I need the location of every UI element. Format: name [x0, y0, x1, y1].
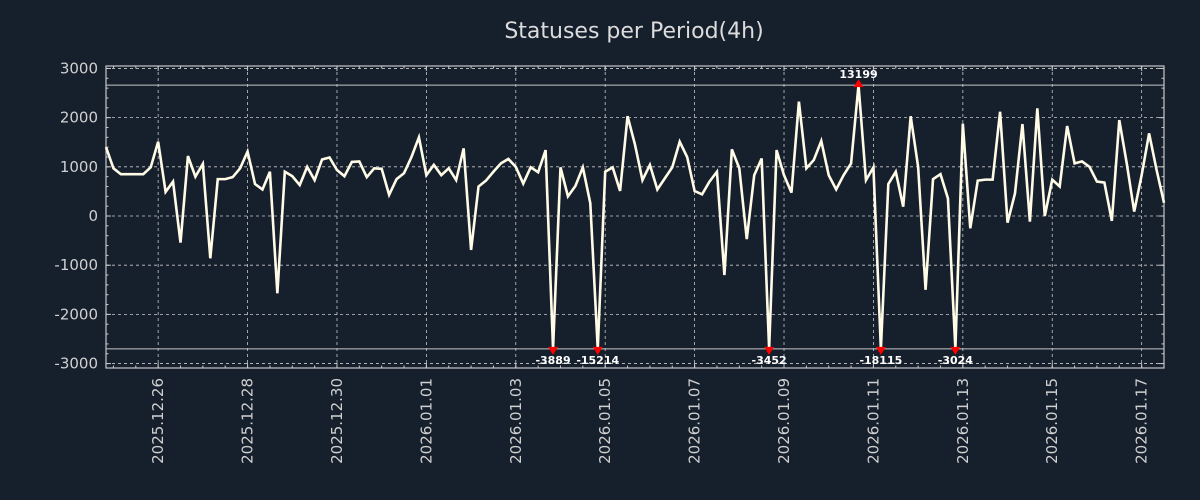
y-tick-label: 3000	[60, 59, 98, 77]
x-tick-label: 2026.01.17	[1133, 378, 1151, 464]
y-tick-label: 0	[88, 207, 98, 225]
y-tick-label: -1000	[54, 256, 98, 274]
series-path	[104, 85, 1166, 349]
x-tick-label: 2026.01.11	[864, 378, 882, 464]
x-tick-label: 2026.01.05	[596, 378, 614, 464]
x-tick-label: 2025.12.28	[239, 378, 257, 464]
x-tick-label: 2026.01.01	[417, 378, 435, 464]
y-tick-label: -2000	[54, 305, 98, 323]
clip-label: 13199	[839, 68, 877, 81]
clip-marker-up	[853, 79, 864, 88]
chart-title: Statuses per Period(4h)	[504, 19, 763, 44]
clip-label: -3452	[752, 354, 787, 367]
x-tick-label: 2026.01.03	[507, 378, 525, 464]
clip-label: -15214	[576, 354, 619, 367]
clip-label: -3889	[535, 354, 570, 367]
clip-marker-down	[875, 346, 886, 355]
clip-label: -3024	[938, 354, 974, 367]
series-line	[104, 85, 1166, 349]
y-tick-label: 2000	[60, 109, 98, 127]
x-tick-label: 2026.01.15	[1043, 378, 1061, 464]
plot-frame	[105, 65, 1165, 369]
clip-label: -18115	[859, 354, 902, 367]
x-tick-label: 2025.12.30	[328, 378, 346, 464]
grid	[106, 66, 1164, 368]
clip-marker-down	[950, 346, 961, 355]
annotations: -3889 -15214 -3452 13199 -18115 -3024	[535, 68, 973, 367]
x-tick-label: 2026.01.13	[954, 378, 972, 464]
x-tick-label: 2026.01.09	[775, 378, 793, 464]
clip-marker-down	[548, 346, 559, 355]
axes: 3000 2000 1000 0 -1000 -2000 -3000 2025.12.26 20…	[54, 59, 1165, 464]
y-tick-label: -3000	[54, 355, 98, 373]
y-tick-label: 1000	[60, 158, 98, 176]
clip-marker-down	[764, 346, 775, 355]
x-tick-label: 2025.12.26	[149, 378, 167, 464]
clip-marker-down	[592, 346, 603, 355]
x-tick-label: 2026.01.07	[686, 378, 704, 464]
